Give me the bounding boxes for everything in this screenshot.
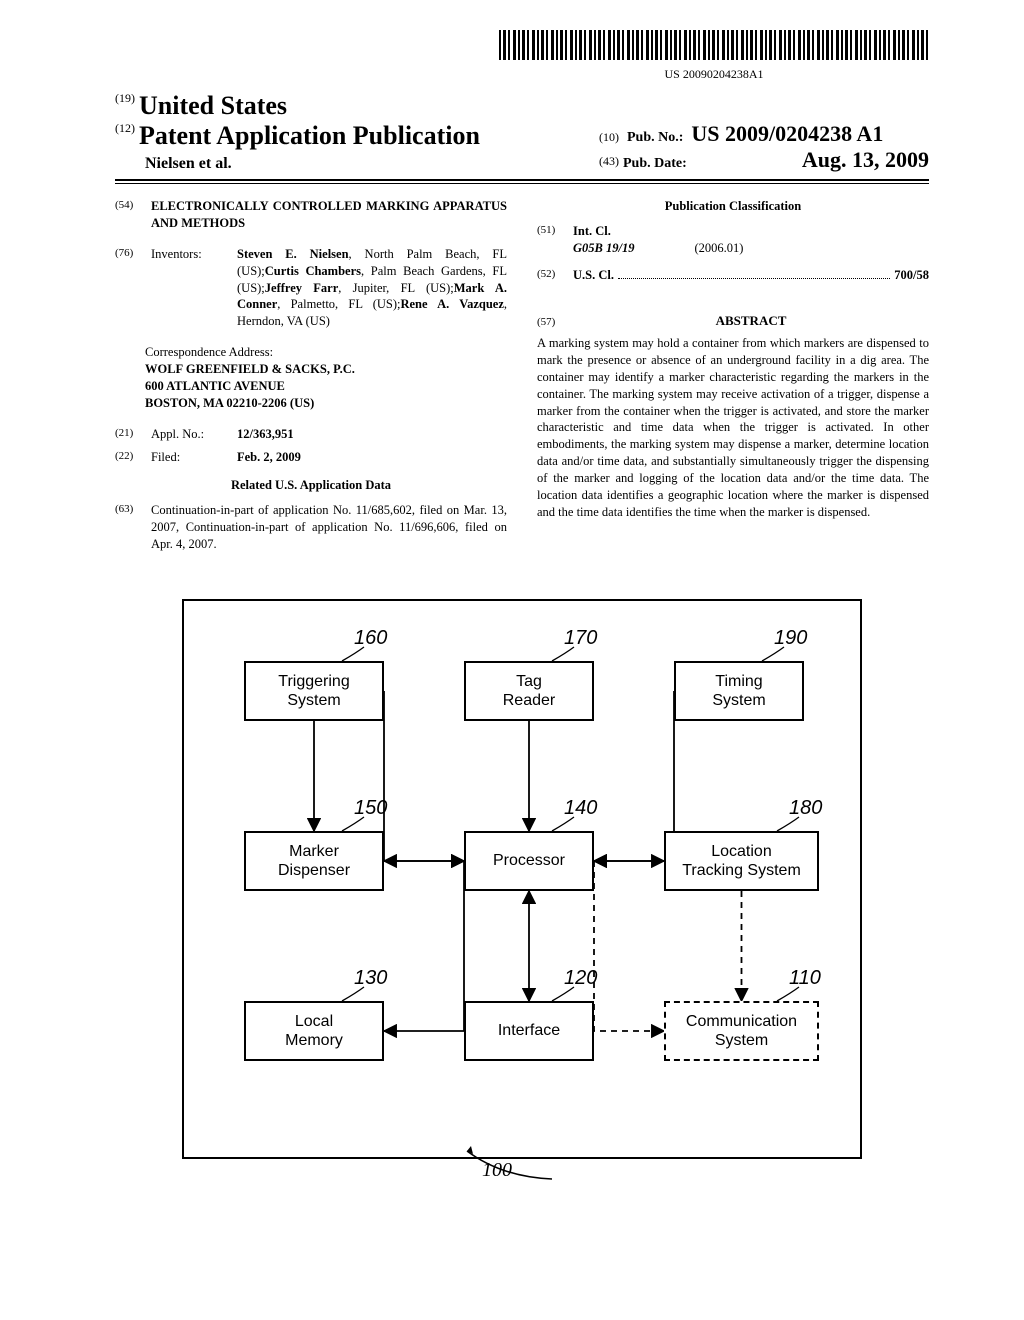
doctype-num: (12) [115,121,135,135]
barcode-area: US 20090204238A1 [115,30,929,83]
diagram-box-marker: Marker Dispenser [244,831,384,891]
corr-line1: WOLF GREENFIELD & SACKS, P.C. [145,361,507,378]
diagram-ref-memory: 130 [354,967,387,990]
uscl-num: (52) [537,267,565,284]
title-num: (54) [115,198,143,232]
inventors-num: (76) [115,246,143,330]
country-num: (19) [115,91,135,105]
doc-type: Patent Application Publication [139,121,480,150]
pubdate-num: (43) [599,154,619,168]
diagram-box-tag: Tag Reader [464,661,594,721]
class-header: Publication Classification [537,198,929,215]
applno-val: 12/363,951 [237,426,507,443]
abstract-num: (57) [537,315,565,330]
pubdate-label: Pub. Date: [623,156,687,171]
related-num: (63) [115,502,143,553]
intcl-code: G05B 19/19 [573,240,634,257]
diagram-ref-location: 180 [789,797,822,820]
uscl-val: 700/58 [894,267,929,284]
figure-ref: 100 [482,1159,512,1182]
filed-num: (22) [115,449,143,466]
dotted-leader [618,267,890,278]
diagram-box-timing: Timing System [674,661,804,721]
applno-num: (21) [115,426,143,443]
diagram-box-processor: Processor [464,831,594,891]
filed-label: Filed: [151,449,229,466]
diagram-box-location: Location Tracking System [664,831,819,891]
intcl-date: (2006.01) [694,240,743,257]
barcode-graphic [499,30,929,60]
block-diagram: Triggering System 160 Tag Reader 170 Timing … [182,599,862,1159]
diagram-ref-tag: 170 [564,627,597,650]
rule-thin [115,183,929,184]
correspondence-block: Correspondence Address: WOLF GREENFIELD … [145,344,507,412]
diagram-box-memory: Local Memory [244,1001,384,1061]
diagram-wrap: Triggering System 160 Tag Reader 170 Timing … [115,599,929,1159]
applno-label: Appl. No.: [151,426,229,443]
diagram-ref-interface: 120 [564,967,597,990]
intcl-num: (51) [537,223,565,257]
corr-line2: 600 ATLANTIC AVENUE [145,378,507,395]
related-header: Related U.S. Application Data [115,477,507,494]
diagram-ref-comm: 110 [789,967,821,990]
pubno-num: (10) [599,130,619,145]
header-row: (19) United States (12) Patent Applicati… [115,91,929,173]
diagram-ref-marker: 150 [354,797,387,820]
barcode-number: US 20090204238A1 [499,67,929,82]
header-right: (10) Pub. No.: US 2009/0204238 A1 (43) P… [599,121,929,173]
uscl-label: U.S. Cl. [573,267,614,284]
filed-val: Feb. 2, 2009 [237,449,507,466]
pubno-val: US 2009/0204238 A1 [691,121,883,147]
two-column-body: (54) ELECTRONICALLY CONTROLLED MARKING A… [115,198,929,563]
abstract-text: A marking system may hold a container fr… [537,335,929,521]
abstract-header: ABSTRACT [573,312,929,330]
diagram-box-triggering: Triggering System [244,661,384,721]
intcl-label: Int. Cl. [573,223,743,240]
diagram-box-interface: Interface [464,1001,594,1061]
pubno-label: Pub. No.: [627,130,683,146]
inventors-text: Steven E. Nielsen, North Palm Beach, FL … [237,246,507,330]
inventors-label: Inventors: [151,246,229,330]
invention-title: ELECTRONICALLY CONTROLLED MARKING APPARA… [151,198,507,232]
diagram-ref-triggering: 160 [354,627,387,650]
diagram-ref-processor: 140 [564,797,597,820]
authors: Nielsen et al. [115,155,480,173]
diagram-box-comm: Communication System [664,1001,819,1061]
header-left: (19) United States (12) Patent Applicati… [115,91,480,173]
left-column: (54) ELECTRONICALLY CONTROLLED MARKING A… [115,198,507,563]
pubdate-val: Aug. 13, 2009 [802,147,929,173]
diagram-ref-timing: 190 [774,627,807,650]
right-column: Publication Classification (51) Int. Cl.… [537,198,929,563]
corr-label: Correspondence Address: [145,344,507,361]
related-text: Continuation-in-part of application No. … [151,502,507,553]
country: United States [139,91,287,120]
corr-line3: BOSTON, MA 02210-2206 (US) [145,395,507,412]
rule-thick [115,179,929,181]
